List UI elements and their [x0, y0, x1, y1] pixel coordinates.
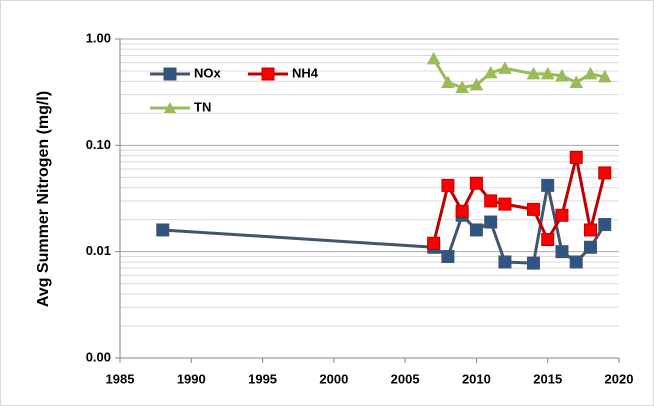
marker [484, 215, 498, 229]
y-axis-label: Avg Summer Nitrogen (mg/l) [35, 91, 52, 307]
marker [597, 69, 612, 83]
x-tick-label: 1995 [248, 371, 277, 386]
marker [498, 61, 512, 74]
legend-label: NOx [194, 65, 222, 80]
marker [427, 236, 441, 250]
x-tick-label: 2015 [533, 371, 562, 386]
x-tick-label: 2010 [462, 371, 491, 386]
y-tick-label: 0.00 [86, 349, 111, 364]
marker [526, 256, 540, 270]
legend-marker [261, 67, 275, 81]
marker [526, 202, 540, 216]
marker [583, 66, 598, 80]
marker [540, 66, 555, 80]
marker [498, 197, 512, 211]
legend-marker [164, 102, 176, 113]
marker [526, 66, 541, 80]
marker [156, 223, 170, 237]
x-tick-label: 1990 [177, 371, 206, 386]
marker [426, 51, 441, 65]
marker [441, 250, 455, 264]
marker [598, 218, 612, 232]
marker [469, 77, 484, 91]
marker [469, 223, 483, 237]
marker [569, 255, 583, 269]
x-tick-label: 2020 [605, 371, 634, 386]
marker [569, 150, 583, 164]
marker [498, 255, 512, 269]
x-tick-label: 2000 [319, 371, 348, 386]
marker [555, 245, 569, 259]
marker [441, 75, 455, 88]
legend-label: TN [194, 99, 211, 114]
marker [598, 166, 612, 180]
marker [583, 240, 597, 254]
legend-marker [163, 67, 177, 81]
marker [569, 75, 584, 88]
marker [469, 176, 483, 190]
y-tick-label: 0.10 [86, 137, 111, 152]
x-tick-label: 1985 [106, 371, 135, 386]
marker [455, 80, 470, 93]
marker [484, 194, 498, 208]
legend-label: NH4 [292, 65, 319, 80]
marker [583, 223, 597, 237]
marker [455, 204, 469, 218]
marker [555, 68, 569, 82]
marker [541, 233, 555, 247]
marker [541, 178, 555, 192]
y-tick-label: 0.01 [86, 243, 111, 258]
y-tick-label: 1.00 [86, 30, 111, 45]
marker [555, 208, 569, 222]
marker [441, 178, 455, 192]
x-tick-label: 2005 [391, 371, 420, 386]
marker [483, 65, 498, 79]
